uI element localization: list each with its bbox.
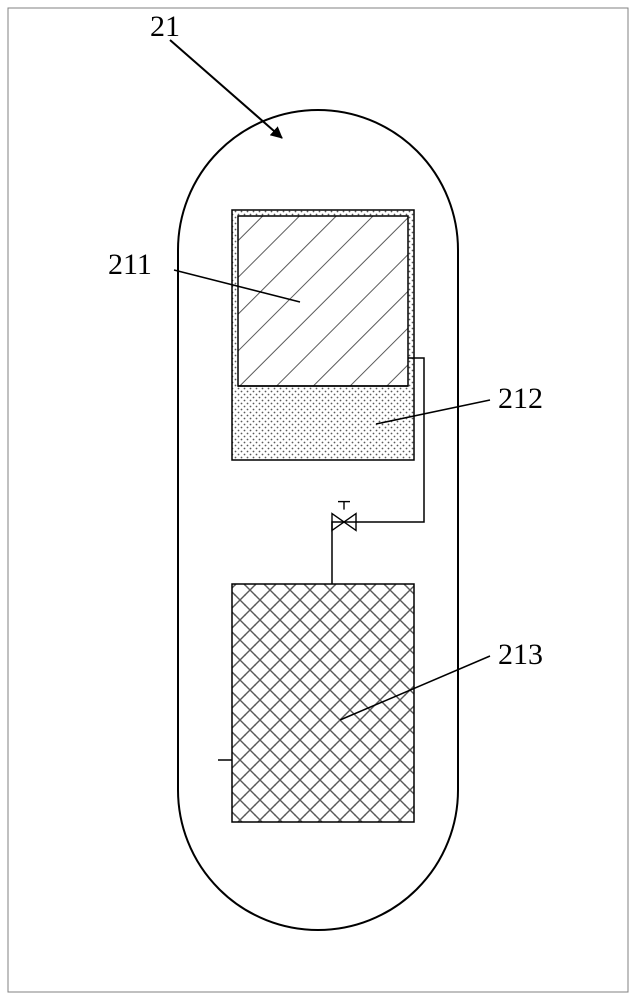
label-l213: 213 <box>498 638 543 671</box>
label-l21: 21 <box>150 10 180 43</box>
label-l212: 212 <box>498 382 543 415</box>
label-l211: 211 <box>108 248 152 281</box>
image-border <box>8 8 628 992</box>
module-211 <box>238 216 408 386</box>
callout-21-arrow <box>170 40 282 138</box>
module-213 <box>232 584 414 822</box>
